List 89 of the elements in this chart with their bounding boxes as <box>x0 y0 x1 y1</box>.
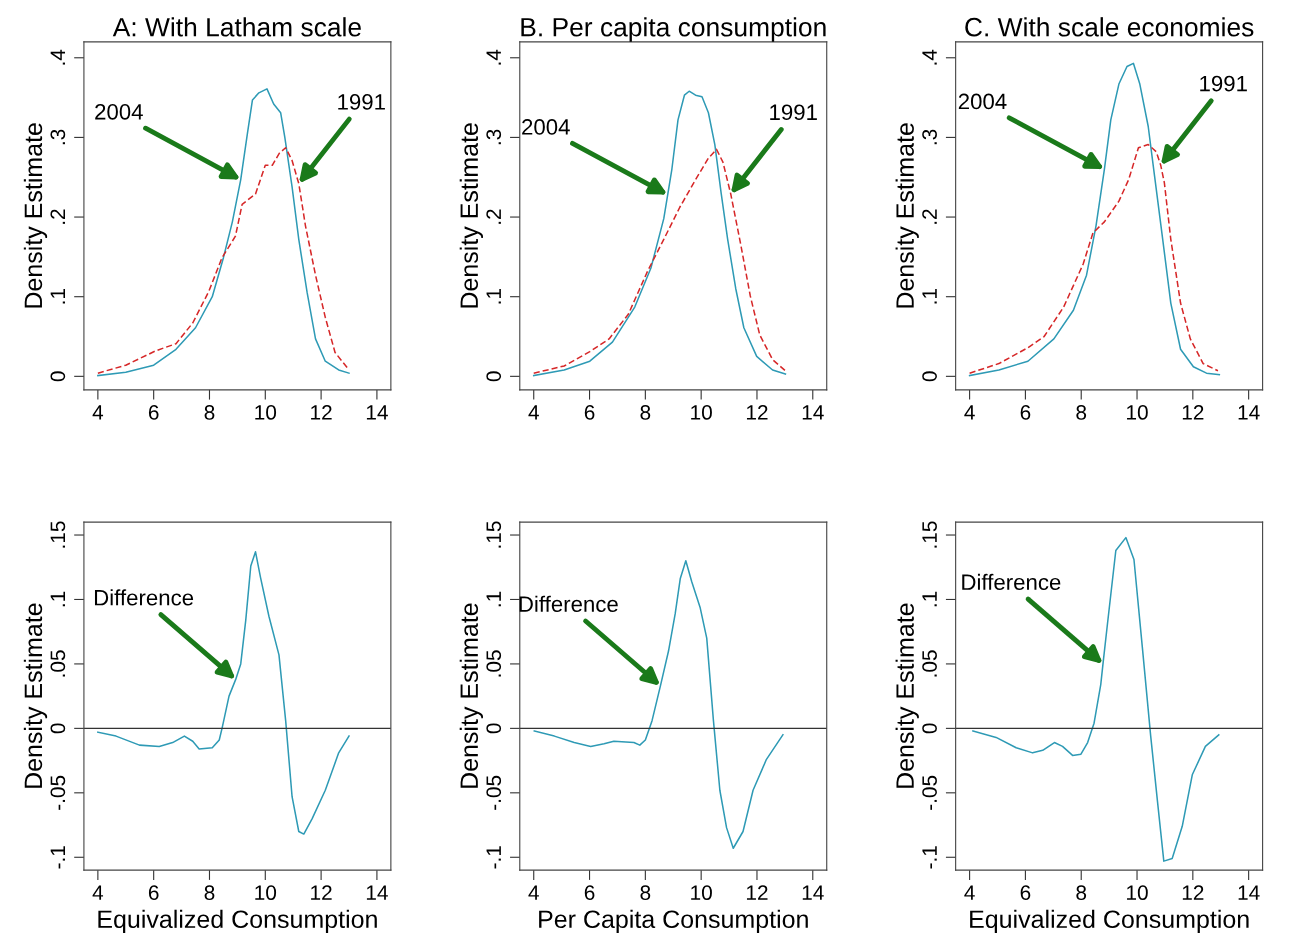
annotation: 1991 <box>770 104 817 121</box>
y-tick-label: 0 <box>50 723 66 734</box>
y-tick-label: .4 <box>486 49 501 65</box>
x-tick-label: 12 <box>746 405 768 420</box>
x-tick-label: 14 <box>802 885 824 900</box>
y-tick-label: .3 <box>50 129 66 145</box>
chart-title: C. With scale economies <box>965 17 1254 37</box>
annotation: 1991 <box>1200 75 1247 92</box>
x-tick-label: 6 <box>584 405 595 420</box>
y-tick-label: .2 <box>486 209 501 224</box>
y-tick-label: .2 <box>922 209 937 224</box>
chart-title: A: With Latham scale <box>112 17 361 37</box>
y-axis-title: Density Estimate <box>459 123 483 308</box>
x-axis-title: Equivalized Consumption <box>98 909 377 934</box>
x-tick-label: 14 <box>1238 885 1260 900</box>
y-tick-label: -.05 <box>50 775 66 810</box>
y-tick-label: .05 <box>50 650 66 677</box>
x-tick-label: 4 <box>528 405 539 420</box>
y-tick-label: 0 <box>486 371 502 382</box>
y-axis-title: Density Estimate <box>23 603 48 788</box>
x-tick-label: 8 <box>1076 885 1087 901</box>
y-axis-title: Density Estimate <box>895 123 919 308</box>
y-tick-label: .15 <box>50 521 66 548</box>
y-tick-label: .1 <box>50 289 66 304</box>
x-tick-label: 14 <box>802 405 824 420</box>
annotation: Difference <box>962 573 1061 591</box>
y-tick-label: .05 <box>922 650 937 677</box>
x-tick-label: 14 <box>366 885 388 900</box>
y-tick-label: -.05 <box>486 775 502 810</box>
annotation: 2004 <box>95 103 143 120</box>
x-tick-label: 14 <box>366 405 388 420</box>
y-tick-label: .15 <box>486 521 502 548</box>
y-tick-label: .1 <box>922 591 937 607</box>
x-tick-label: 8 <box>640 405 651 420</box>
y-tick-label: 0 <box>922 371 937 382</box>
x-tick-label: 4 <box>92 405 104 420</box>
x-tick-label: 6 <box>1020 885 1031 901</box>
x-tick-label: 8 <box>1076 405 1087 420</box>
x-tick-label: 8 <box>640 885 651 901</box>
x-tick-label: 8 <box>204 885 215 901</box>
x-tick-label: 4 <box>92 885 104 900</box>
y-tick-label: 0 <box>922 723 937 734</box>
annotation: 1991 <box>338 94 385 110</box>
y-tick-label: -.1 <box>50 846 66 869</box>
y-tick-label: .4 <box>50 49 66 65</box>
y-tick-label: -.05 <box>922 775 937 810</box>
x-tick-label: 12 <box>1182 405 1204 420</box>
x-tick-label: 6 <box>584 885 595 901</box>
x-tick-label: 10 <box>255 885 277 901</box>
x-tick-label: 14 <box>1238 405 1260 420</box>
chart-title: B. Per capita consumption <box>521 17 826 42</box>
y-tick-label: 0 <box>486 723 502 734</box>
x-tick-label: 12 <box>746 885 768 900</box>
x-tick-label: 6 <box>1020 405 1031 420</box>
x-tick-label: 12 <box>311 885 332 900</box>
annotation: 2004 <box>522 119 570 135</box>
y-tick-label: .1 <box>922 289 937 304</box>
y-tick-label: .15 <box>922 521 937 548</box>
y-tick-label: .05 <box>486 650 502 677</box>
y-tick-label: .2 <box>50 209 66 224</box>
x-tick-label: 4 <box>964 405 975 420</box>
x-tick-label: 10 <box>255 405 277 420</box>
annotation: Difference <box>94 589 194 606</box>
y-tick-label: .1 <box>486 289 501 304</box>
x-tick-label: 4 <box>528 885 539 900</box>
y-tick-label: 0 <box>50 371 66 382</box>
y-tick-label: -.1 <box>922 846 937 869</box>
x-tick-label: 6 <box>148 405 159 420</box>
y-tick-label: .1 <box>50 591 66 607</box>
annotation: 2004 <box>958 93 1007 110</box>
y-axis-title: Density Estimate <box>459 603 483 788</box>
x-tick-label: 8 <box>204 405 215 420</box>
y-axis-title: Density Estimate <box>23 123 48 308</box>
y-tick-label: .3 <box>486 129 502 145</box>
y-tick-label: .3 <box>922 129 937 145</box>
x-axis-title: Equivalized Consumption <box>970 909 1249 934</box>
y-axis-title: Density Estimate <box>895 603 919 788</box>
x-tick-label: 10 <box>691 405 712 420</box>
x-tick-label: 10 <box>691 885 712 901</box>
x-tick-label: 6 <box>148 885 159 901</box>
y-tick-label: .1 <box>486 591 501 607</box>
y-tick-label: -.1 <box>486 846 501 869</box>
y-tick-label: .4 <box>922 49 937 65</box>
x-axis-title: Per Capita Consumption <box>539 909 808 934</box>
x-tick-label: 10 <box>1127 885 1148 901</box>
x-tick-label: 12 <box>311 405 332 420</box>
x-tick-label: 4 <box>964 885 975 900</box>
x-tick-label: 10 <box>1127 405 1148 420</box>
x-tick-label: 12 <box>1182 885 1204 900</box>
